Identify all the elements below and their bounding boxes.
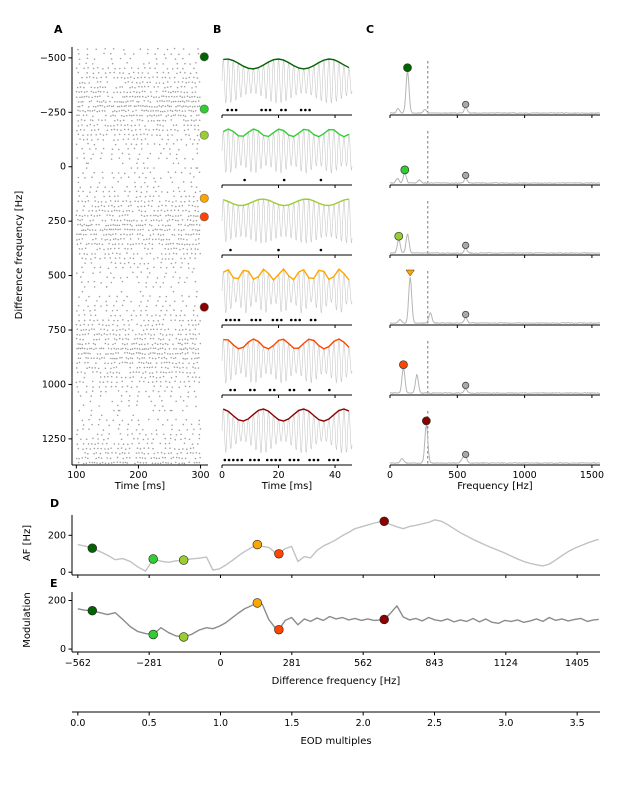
svg-text:1405: 1405: [565, 658, 589, 669]
panel-label-d: D: [50, 497, 60, 510]
svg-text:2.0: 2.0: [356, 718, 371, 729]
axis-title-time-b: Time [ms]: [261, 481, 313, 492]
svg-text:200: 200: [48, 530, 66, 541]
svg-text:200: 200: [129, 470, 147, 481]
svg-text:−281: −281: [136, 658, 162, 669]
svg-text:1124: 1124: [494, 658, 518, 669]
svg-text:20: 20: [272, 470, 284, 481]
svg-text:300: 300: [191, 470, 209, 481]
svg-text:0: 0: [217, 658, 223, 669]
svg-text:0.0: 0.0: [70, 718, 85, 729]
axis-title-time-a: Time [ms]: [114, 481, 166, 492]
panel-label-a: A: [54, 23, 63, 36]
svg-text:1000: 1000: [513, 470, 537, 481]
svg-text:281: 281: [283, 658, 301, 669]
svg-text:3.5: 3.5: [570, 718, 585, 729]
svg-text:0: 0: [60, 162, 66, 173]
svg-text:1000: 1000: [42, 379, 66, 390]
panel-a-raster: −500 −250 0 250 500 750 1000 1250 100 200 300: [40, 47, 210, 481]
axis-title-eod-multiples: EOD multiples: [300, 736, 372, 747]
eod-multiples-axis: 0.0 0.5 1.0 1.5 2.0 2.5 3.0 3.5: [70, 711, 600, 729]
svg-text:1.0: 1.0: [213, 718, 228, 729]
svg-text:0.5: 0.5: [142, 718, 157, 729]
svg-text:40: 40: [329, 470, 341, 481]
svg-text:1250: 1250: [42, 434, 66, 445]
panel-e-modulation-curve: 0 200 −562 −281 0 281 562 843 1124 1405: [48, 592, 600, 669]
svg-text:1500: 1500: [580, 470, 604, 481]
svg-text:100: 100: [67, 470, 85, 481]
svg-text:0: 0: [219, 470, 225, 481]
panel-label-c: C: [366, 23, 375, 36]
svg-text:2.5: 2.5: [427, 718, 442, 729]
panel-c-spectra: 0 500 1000 1500: [387, 61, 604, 481]
axis-title-difference-frequency-e: Difference frequency [Hz]: [271, 676, 401, 687]
svg-text:−562: −562: [65, 658, 91, 669]
panel-label-e: E: [50, 577, 58, 590]
svg-text:500: 500: [48, 271, 66, 282]
panel-b-traces: 0 20 40: [219, 58, 353, 481]
svg-text:562: 562: [354, 658, 372, 669]
svg-text:0: 0: [60, 567, 66, 578]
svg-text:0: 0: [387, 470, 393, 481]
svg-text:200: 200: [48, 596, 66, 607]
panel-label-b: B: [213, 23, 222, 36]
svg-text:−500: −500: [40, 53, 66, 64]
svg-text:750: 750: [48, 325, 66, 336]
svg-text:500: 500: [448, 470, 466, 481]
svg-text:0: 0: [60, 644, 66, 655]
svg-text:3.0: 3.0: [498, 718, 513, 729]
svg-text:843: 843: [425, 658, 443, 669]
svg-text:−250: −250: [40, 107, 66, 118]
panel-d-af-curve: 0 200: [48, 515, 600, 578]
svg-text:250: 250: [48, 216, 66, 227]
axis-title-frequency-c: Frequency [Hz]: [457, 481, 533, 492]
svg-text:1.5: 1.5: [284, 718, 299, 729]
